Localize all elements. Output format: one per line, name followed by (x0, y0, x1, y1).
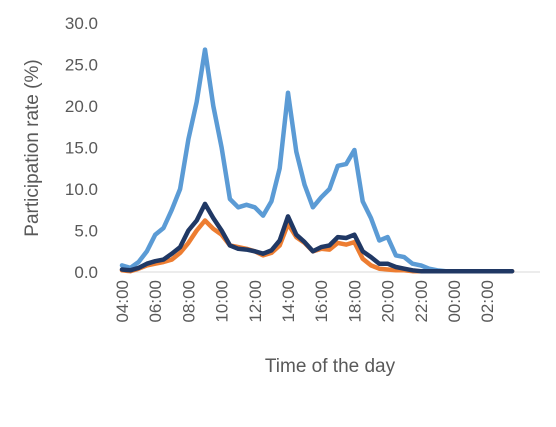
y-axis-ticks: 0.0 5.0 10.0 15.0 20.0 25.0 30.0 (65, 14, 98, 282)
y-tick-label: 20.0 (65, 97, 98, 116)
x-tick-label: 10:00 (213, 280, 232, 323)
x-tick-label: 16:00 (312, 280, 331, 323)
x-tick-label: 08:00 (179, 280, 198, 323)
x-tick-label: 00:00 (445, 280, 464, 323)
y-tick-label: 5.0 (74, 222, 98, 241)
x-tick-label: 04:00 (113, 280, 132, 323)
x-tick-label: 12:00 (246, 280, 265, 323)
x-tick-label: 18:00 (345, 280, 364, 323)
x-axis-ticks: 04:00 06:00 08:00 10:00 12:00 14:00 16:00 18:00… (113, 280, 497, 323)
x-tick-label: 02:00 (478, 280, 497, 323)
x-tick-label: 14:00 (279, 280, 298, 323)
x-axis-title: Time of the day (265, 356, 396, 377)
y-tick-label: 0.0 (74, 263, 98, 282)
y-axis-title: Participation rate (%) (22, 59, 43, 236)
x-tick-label: 20:00 (379, 280, 398, 323)
series-line-1 (119, 47, 515, 274)
y-tick-label: 15.0 (65, 139, 98, 158)
series-line-3 (119, 201, 515, 274)
series-lines (119, 47, 515, 274)
y-tick-label: 25.0 (65, 56, 98, 75)
y-tick-label: 10.0 (65, 180, 98, 199)
x-tick-label: 06:00 (146, 280, 165, 323)
x-tick-label: 22:00 (412, 280, 431, 323)
y-tick-label: 30.0 (65, 14, 98, 33)
